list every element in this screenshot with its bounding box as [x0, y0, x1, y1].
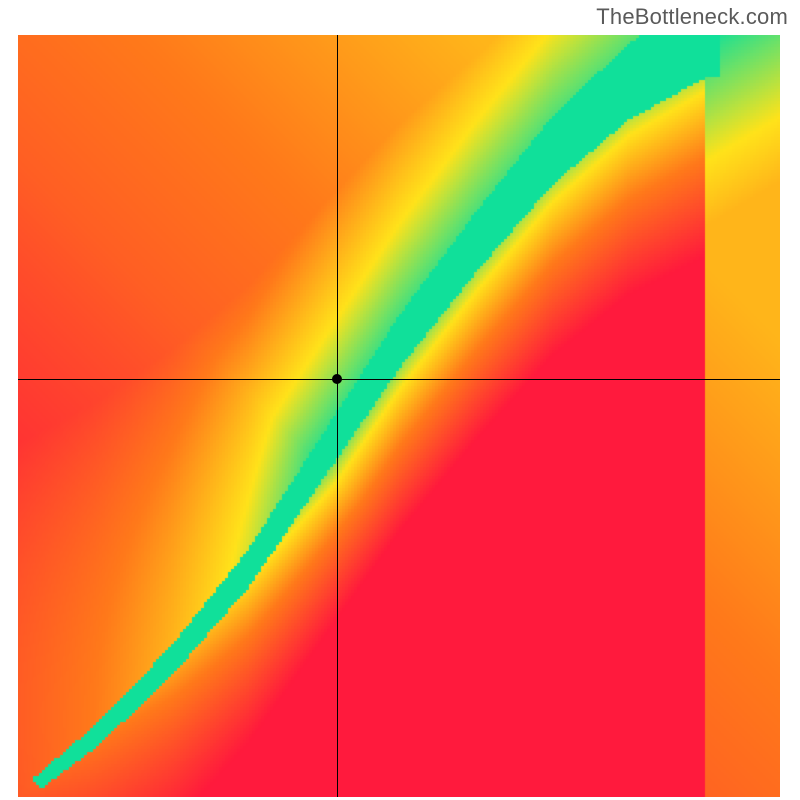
heatmap-plot-area: [18, 35, 780, 797]
figure-container: TheBottleneck.com: [0, 0, 800, 800]
marker-dot: [332, 374, 342, 384]
crosshair-horizontal: [18, 379, 780, 380]
heatmap-canvas: [18, 35, 780, 797]
watermark-text: TheBottleneck.com: [596, 4, 788, 30]
crosshair-vertical: [337, 35, 338, 797]
